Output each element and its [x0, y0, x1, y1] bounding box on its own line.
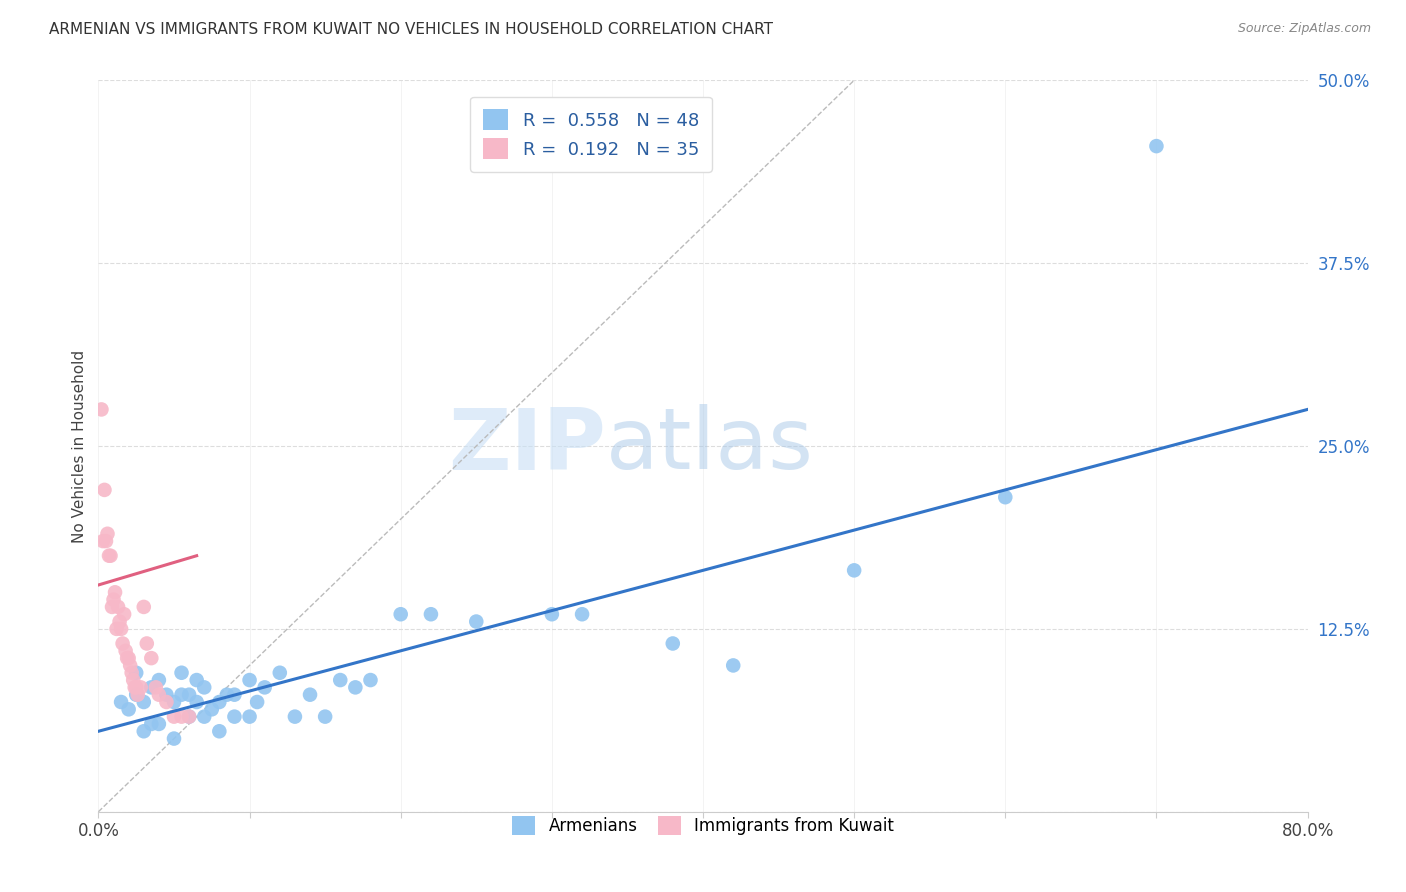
- Point: [208, 695, 231, 709]
- Point: [148, 717, 170, 731]
- Point: [163, 731, 186, 746]
- Point: [125, 681, 148, 695]
- Point: [101, 599, 124, 614]
- Point: [122, 673, 145, 687]
- Point: [723, 658, 745, 673]
- Point: [96, 526, 118, 541]
- Point: [107, 599, 129, 614]
- Point: [239, 709, 262, 723]
- Point: [465, 615, 488, 629]
- Point: [844, 563, 866, 577]
- Point: [141, 717, 163, 731]
- Point: [314, 709, 336, 723]
- Point: [329, 673, 352, 687]
- Point: [104, 585, 127, 599]
- Point: [145, 681, 167, 695]
- Point: [179, 709, 201, 723]
- Point: [110, 622, 132, 636]
- Point: [253, 681, 276, 695]
- Point: [111, 636, 134, 650]
- Point: [129, 681, 152, 695]
- Point: [420, 607, 443, 622]
- Point: [208, 724, 231, 739]
- Point: [115, 651, 138, 665]
- Point: [179, 709, 201, 723]
- Point: [299, 688, 322, 702]
- Point: [224, 709, 246, 723]
- Text: atlas: atlas: [606, 404, 814, 488]
- Point: [121, 665, 143, 680]
- Point: [179, 688, 201, 702]
- Point: [170, 688, 193, 702]
- Text: ZIP: ZIP: [449, 404, 606, 488]
- Point: [170, 665, 193, 680]
- Point: [284, 709, 307, 723]
- Point: [132, 599, 155, 614]
- Text: ARMENIAN VS IMMIGRANTS FROM KUWAIT NO VEHICLES IN HOUSEHOLD CORRELATION CHART: ARMENIAN VS IMMIGRANTS FROM KUWAIT NO VE…: [49, 22, 773, 37]
- Point: [148, 673, 170, 687]
- Point: [125, 665, 148, 680]
- Point: [170, 709, 193, 723]
- Point: [132, 724, 155, 739]
- Point: [155, 688, 177, 702]
- Point: [125, 688, 148, 702]
- Point: [148, 688, 170, 702]
- Point: [91, 534, 114, 549]
- Y-axis label: No Vehicles in Household: No Vehicles in Household: [72, 350, 87, 542]
- Point: [193, 681, 215, 695]
- Point: [94, 534, 117, 549]
- Point: [186, 673, 208, 687]
- Point: [90, 402, 112, 417]
- Point: [132, 695, 155, 709]
- Text: Source: ZipAtlas.com: Source: ZipAtlas.com: [1237, 22, 1371, 36]
- Point: [571, 607, 593, 622]
- Legend: Armenians, Immigrants from Kuwait: Armenians, Immigrants from Kuwait: [503, 807, 903, 844]
- Point: [98, 549, 121, 563]
- Point: [246, 695, 269, 709]
- Point: [93, 483, 115, 497]
- Point: [135, 636, 157, 650]
- Point: [239, 673, 262, 687]
- Point: [389, 607, 412, 622]
- Point: [163, 709, 186, 723]
- Point: [124, 681, 146, 695]
- Point: [193, 709, 215, 723]
- Point: [661, 636, 683, 650]
- Point: [100, 549, 122, 563]
- Point: [269, 665, 291, 680]
- Point: [215, 688, 238, 702]
- Point: [110, 695, 132, 709]
- Point: [155, 695, 177, 709]
- Point: [108, 615, 131, 629]
- Point: [103, 592, 125, 607]
- Point: [163, 695, 186, 709]
- Point: [114, 644, 136, 658]
- Point: [1144, 139, 1167, 153]
- Point: [141, 681, 163, 695]
- Point: [141, 651, 163, 665]
- Point: [360, 673, 382, 687]
- Point: [224, 688, 246, 702]
- Point: [118, 702, 141, 716]
- Point: [127, 688, 149, 702]
- Point: [201, 702, 224, 716]
- Point: [105, 622, 128, 636]
- Point: [344, 681, 367, 695]
- Point: [994, 490, 1017, 504]
- Point: [120, 658, 142, 673]
- Point: [186, 695, 208, 709]
- Point: [112, 607, 135, 622]
- Point: [118, 651, 141, 665]
- Point: [540, 607, 562, 622]
